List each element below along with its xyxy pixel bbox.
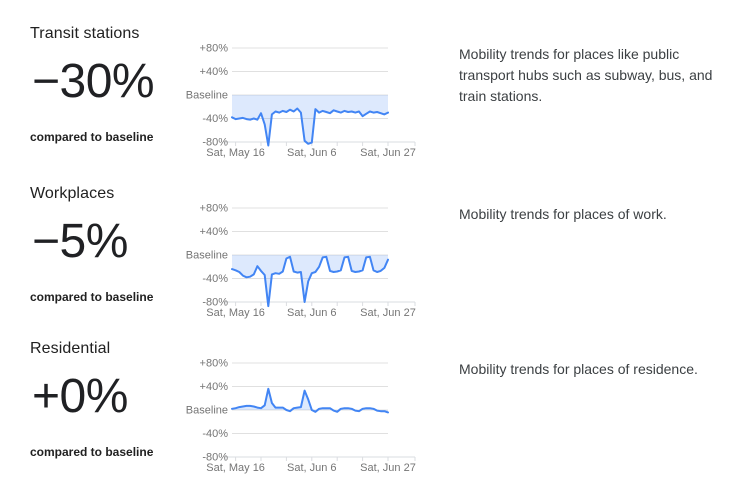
transit-stations-chart: +80% +40% Baseline -40% -80% Sat, May 16 Sat, … xyxy=(180,36,430,164)
y-axis-label: Baseline xyxy=(186,250,228,262)
y-axis-label: +80% xyxy=(200,43,229,55)
series-line xyxy=(231,255,389,308)
metric-caption: compared to baseline xyxy=(30,130,154,144)
section-description: Mobility trends for places of work. xyxy=(459,206,667,222)
section-title: Residential xyxy=(30,340,111,357)
x-axis-label: Sat, Jun 27 xyxy=(360,307,416,319)
metric-value: −30% xyxy=(32,55,155,108)
y-axis-label: -40% xyxy=(202,273,228,285)
y-axis-label: -80% xyxy=(202,452,228,464)
section-description: Mobility trends for places like public t… xyxy=(459,46,713,104)
residential-chart: +80% +40% Baseline -40% -80% Sat, May 16 Sat, … xyxy=(180,351,430,479)
section-description: Mobility trends for places of residence. xyxy=(459,361,698,377)
y-axis-label: -80% xyxy=(202,137,228,149)
chart-canvas: +80% +40% Baseline -40% -80%Sat, May 16 Sat, … xyxy=(186,203,416,320)
section-transit-stations: Transit stations −30% compared to baseli… xyxy=(0,0,745,160)
metric-caption: compared to baseline xyxy=(30,445,154,459)
y-axis-label: -40% xyxy=(202,113,228,125)
x-axis-label: Sat, Jun 6 xyxy=(287,147,337,159)
chart-canvas: +80% +40% Baseline -40% -80%Sat, May 16 Sat, … xyxy=(186,358,416,475)
y-axis-label: +40% xyxy=(200,226,229,238)
series-area xyxy=(232,388,388,413)
y-axis-label: +80% xyxy=(200,358,229,370)
metric-caption: compared to baseline xyxy=(30,290,154,304)
y-axis-label: +40% xyxy=(200,66,229,78)
y-axis-label: +80% xyxy=(200,203,229,215)
x-axis-label: Sat, Jun 27 xyxy=(360,147,416,159)
y-axis-label: -80% xyxy=(202,297,228,309)
x-axis-label: Sat, Jun 6 xyxy=(287,462,337,474)
series-line xyxy=(231,387,389,414)
section-title: Workplaces xyxy=(30,185,115,202)
y-axis-label: Baseline xyxy=(186,90,228,102)
metric-value: +0% xyxy=(32,370,128,423)
x-axis-label: Sat, Jun 6 xyxy=(287,307,337,319)
metric-value: −5% xyxy=(32,215,128,268)
x-axis-label: Sat, Jun 27 xyxy=(360,462,416,474)
series-area xyxy=(232,255,388,307)
x-axis-label: Sat, May 16 xyxy=(206,147,265,159)
section-title: Transit stations xyxy=(30,25,140,42)
y-axis-label: +40% xyxy=(200,381,229,393)
series-area xyxy=(232,95,388,146)
y-axis-label: -40% xyxy=(202,428,228,440)
section-workplaces: Workplaces −5% compared to baseline +80%… xyxy=(0,160,745,320)
chart-canvas: +80% +40% Baseline -40% -80%Sat, May 16 Sat, … xyxy=(186,43,416,160)
y-axis-label: Baseline xyxy=(186,405,228,417)
x-axis-label: Sat, May 16 xyxy=(206,307,265,319)
section-residential: Residential +0% compared to baseline +80… xyxy=(0,315,745,495)
series-line xyxy=(231,107,389,147)
workplaces-chart: +80% +40% Baseline -40% -80% Sat, May 16 Sat, … xyxy=(180,196,430,324)
x-axis-label: Sat, May 16 xyxy=(206,462,265,474)
